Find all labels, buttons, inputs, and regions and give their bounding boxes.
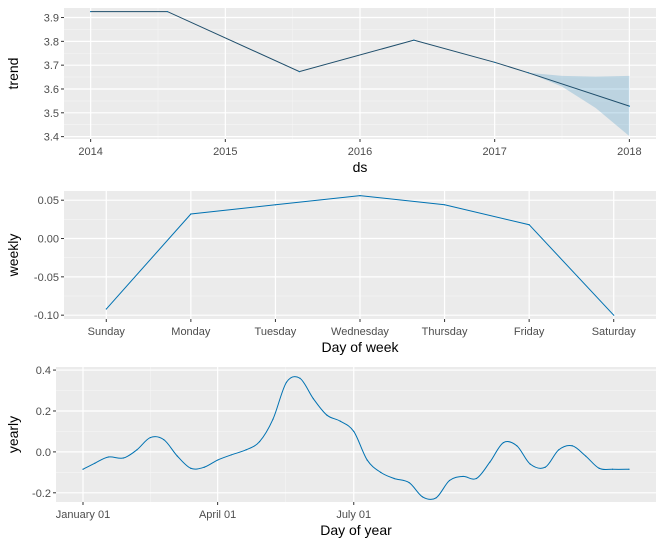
data-point [163, 439, 165, 441]
watermark-text: 掘金技术社区 @ 布客飞龙 [391, 509, 610, 532]
y-axis-title: trend [5, 58, 21, 90]
data-point [353, 430, 355, 433]
data-point [613, 314, 615, 316]
y-tick-label: 3.7 [44, 60, 59, 72]
x-tick-label: April 01 [199, 509, 236, 521]
data-point [326, 414, 328, 416]
data-point [529, 463, 531, 465]
data-point [136, 449, 138, 451]
x-tick-label: 2017 [482, 146, 506, 158]
data-point [527, 72, 529, 74]
data-point [298, 70, 300, 73]
x-tick-label: Saturday [592, 326, 637, 338]
x-tick-label: Sunday [88, 326, 126, 338]
data-point [462, 475, 464, 478]
x-tick-label: 2015 [213, 146, 237, 158]
x-tick-label: Tuesday [255, 326, 297, 338]
data-point [149, 436, 151, 439]
y-tick-label: 3.9 [44, 13, 59, 25]
y-tick-label: 0.0 [36, 447, 51, 459]
data-point [258, 441, 261, 443]
y-axis-title: weekly [5, 234, 21, 278]
x-axis-title: Day of week [321, 339, 399, 355]
uncertainty-band [528, 72, 630, 137]
y-tick-label: -0.10 [34, 310, 59, 322]
data-point [90, 10, 92, 13]
data-point [435, 497, 437, 499]
data-point [528, 224, 530, 226]
y-tick-label: 3.8 [44, 36, 59, 48]
x-tick-label: Thursday [422, 326, 468, 338]
x-tick-label: January 01 [56, 509, 110, 521]
data-point [448, 479, 451, 482]
data-point [502, 442, 504, 444]
x-axis-title: ds [353, 159, 368, 175]
data-point [475, 477, 478, 480]
data-point [443, 204, 446, 206]
x-axis-title: Day of year [320, 522, 392, 538]
y-tick-label: 3.6 [44, 84, 59, 96]
data-point [166, 10, 169, 13]
yearly-panel: 0.4 0.2 0.0 -0.2 January 01 April 01 July 01Da… [5, 365, 656, 538]
y-axis-title: yearly [5, 416, 21, 453]
data-point [489, 461, 491, 463]
x-tick-label: Wednesday [331, 326, 389, 338]
x-tick-label: 2016 [348, 146, 372, 158]
data-point [312, 398, 314, 400]
y-tick-label: 3.5 [44, 108, 59, 120]
data-point [366, 459, 368, 461]
data-point [230, 454, 232, 456]
data-point [190, 467, 192, 469]
data-point [272, 418, 274, 420]
data-point [558, 449, 560, 451]
data-point [339, 420, 341, 422]
data-point [413, 39, 415, 41]
data-point [190, 213, 192, 215]
x-tick-label: July 01 [336, 509, 371, 521]
y-tick-label: -0.05 [34, 272, 59, 284]
data-point [245, 449, 247, 451]
data-point [598, 467, 600, 469]
data-point [82, 468, 84, 470]
y-tick-label: 0.05 [38, 195, 59, 207]
x-tick-label: 2018 [617, 146, 641, 158]
x-tick-label: 2014 [78, 146, 102, 158]
data-point [611, 468, 614, 470]
data-point [585, 455, 587, 457]
y-tick-label: 0.00 [38, 234, 59, 246]
data-point [94, 462, 96, 464]
y-tick-label: 0.4 [36, 365, 51, 377]
data-point [544, 466, 546, 468]
data-point [571, 445, 573, 447]
y-tick-label: 3.4 [44, 132, 59, 144]
data-point [494, 61, 496, 63]
data-point [408, 481, 410, 484]
data-point [628, 468, 630, 470]
data-point [203, 466, 205, 468]
data-point [105, 308, 107, 310]
y-tick-label: -0.2 [32, 488, 51, 500]
data-point [393, 477, 395, 480]
data-point [107, 456, 110, 458]
data-point [380, 471, 382, 473]
x-tick-label: Monday [171, 326, 211, 338]
x-tick-label: Friday [514, 326, 545, 338]
data-point [628, 105, 630, 107]
data-point [217, 459, 219, 461]
weekly-panel: 0.05 0.00 -0.05 -0.10 Sunday Monday Tuesday Wed… [5, 191, 656, 355]
data-point [285, 381, 288, 383]
data-point [176, 455, 178, 457]
y-tick-label: 0.2 [36, 406, 51, 418]
data-point [359, 194, 361, 197]
data-point [421, 496, 424, 498]
data-point [274, 204, 277, 206]
data-point [516, 445, 518, 447]
trend-panel: 3.4 3.5 3.6 3.7 3.8 3.9 2014 2015 2016 2017 2018 ds… [5, 8, 656, 175]
data-point [299, 377, 301, 379]
data-point [122, 457, 124, 459]
